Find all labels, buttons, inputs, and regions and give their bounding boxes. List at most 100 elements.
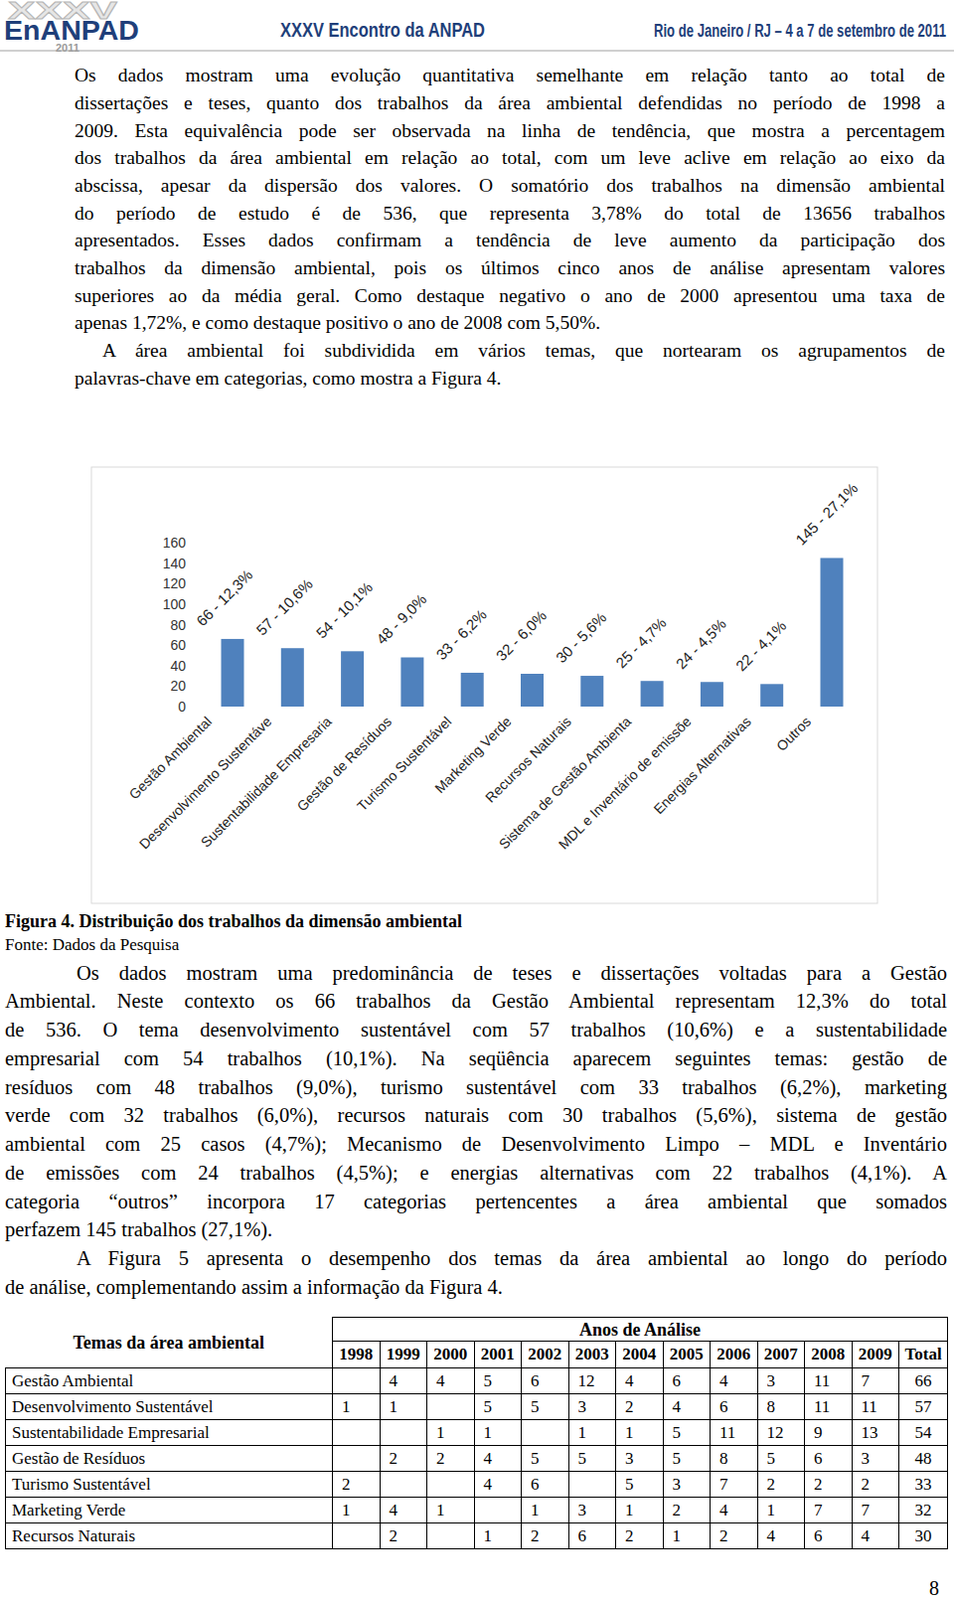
value-cell: 5 bbox=[757, 1445, 805, 1472]
value-cell: 3 bbox=[616, 1445, 664, 1472]
header-rule bbox=[0, 50, 954, 52]
value-cell: 4 bbox=[710, 1368, 759, 1395]
text-line: de análise, complementando assim a infor… bbox=[4, 1272, 948, 1302]
data-row: Turismo Sustentável24653722233 bbox=[5, 1471, 949, 1498]
text-line: apenas 1,72%, e como destaque positivo o… bbox=[74, 309, 946, 337]
value-cell: 8 bbox=[710, 1445, 759, 1472]
value-cell: 6 bbox=[804, 1523, 853, 1550]
data-row: Gestão de Resíduos2245535856348 bbox=[5, 1445, 949, 1472]
value-cell: 11 bbox=[804, 1394, 853, 1421]
figure-source: Fonte: Dados da Pesquisa bbox=[4, 934, 179, 956]
value-cell: 2 bbox=[851, 1471, 900, 1498]
value-cell: 1 bbox=[662, 1523, 711, 1550]
text-line: verde com 32 trabalhos (6,0%), recursos … bbox=[4, 1101, 948, 1130]
value-cell: 6 bbox=[662, 1368, 711, 1395]
value-cell: 3 bbox=[662, 1471, 711, 1498]
year-cell: 2008 bbox=[804, 1341, 853, 1369]
value-cell: 4 bbox=[710, 1497, 759, 1524]
value-cell: 2 bbox=[662, 1497, 711, 1524]
value-cell: 1 bbox=[521, 1497, 570, 1524]
value-cell: 11 bbox=[710, 1420, 759, 1446]
chart: 02040608010012014016066 - 12,3%57 - 10,6… bbox=[0, 457, 954, 915]
theme-cell: Recursos Naturais bbox=[5, 1523, 333, 1550]
year-cell: 1998 bbox=[332, 1341, 381, 1369]
value-cell: 3 bbox=[851, 1445, 900, 1472]
y-tick-label: 100 bbox=[162, 596, 187, 613]
event-title: XXXV Encontro da ANPAD bbox=[280, 17, 485, 41]
value-cell: 1 bbox=[379, 1394, 428, 1421]
text-line: Os dados mostram uma predominância de te… bbox=[76, 958, 948, 988]
data-label: 24 - 4,5% bbox=[672, 615, 730, 672]
value-cell: 2 bbox=[379, 1523, 428, 1550]
text-line: 2009. Esta equivalência pode ser observa… bbox=[74, 117, 946, 146]
category-label: Energias Alternativas bbox=[650, 713, 755, 817]
year-cell: 1999 bbox=[379, 1341, 428, 1369]
value-cell: 6 bbox=[521, 1368, 570, 1395]
value-cell bbox=[474, 1497, 522, 1524]
text-line: A Figura 5 apresenta o desempenho dos te… bbox=[76, 1244, 948, 1273]
data-label: 145 - 27,1% bbox=[792, 478, 861, 548]
value-cell: 1 bbox=[616, 1497, 664, 1524]
value-cell: 2 bbox=[804, 1471, 853, 1498]
year-cell: 2009 bbox=[851, 1341, 900, 1369]
data-label: 57 - 10,6% bbox=[252, 575, 316, 638]
y-tick-label: 20 bbox=[169, 677, 186, 694]
value-cell: 7 bbox=[710, 1471, 759, 1498]
data-label: 33 - 6,2% bbox=[432, 606, 489, 663]
logo-year: 2011 bbox=[55, 41, 80, 54]
value-cell: 13 bbox=[851, 1420, 900, 1446]
data-row: Recursos Naturais212621246430 bbox=[5, 1523, 949, 1550]
value-cell: 3 bbox=[568, 1497, 617, 1524]
value-cell bbox=[332, 1523, 381, 1550]
text-line: trabalhos da dimensão ambiental, pois os… bbox=[74, 254, 946, 283]
value-cell: 1 bbox=[332, 1497, 381, 1524]
value-cell bbox=[379, 1471, 428, 1498]
total-cell: 30 bbox=[899, 1523, 949, 1550]
text-line: apresentados. Esses dados confirmam a te… bbox=[74, 226, 946, 255]
value-cell: 4 bbox=[379, 1497, 428, 1524]
bar bbox=[461, 672, 484, 707]
text-line: ambiental com 25 casos (4,7%); Mecanismo… bbox=[4, 1129, 948, 1159]
value-cell bbox=[427, 1394, 476, 1421]
theme-cell: Marketing Verde bbox=[5, 1497, 333, 1524]
value-cell: 3 bbox=[568, 1394, 617, 1421]
text-line: de 536. O tema desenvolvimento sustentáv… bbox=[4, 1015, 948, 1045]
data-label: 48 - 9,0% bbox=[372, 590, 430, 647]
chart-frame bbox=[91, 467, 878, 904]
text-line: categoria “outros” incorpora 17 categori… bbox=[4, 1187, 948, 1217]
value-cell bbox=[332, 1368, 381, 1395]
value-cell bbox=[427, 1471, 476, 1498]
year-cell: 2004 bbox=[616, 1341, 664, 1369]
figure-caption: Figura 4. Distribuição dos trabalhos da … bbox=[4, 910, 463, 933]
value-cell bbox=[332, 1445, 381, 1472]
y-tick-label: 0 bbox=[177, 698, 186, 715]
data-label: 54 - 10,1% bbox=[313, 578, 376, 641]
year-cell: 2006 bbox=[710, 1341, 759, 1369]
value-cell: 2 bbox=[427, 1445, 476, 1472]
y-tick-label: 60 bbox=[169, 636, 186, 653]
bar bbox=[221, 638, 245, 707]
value-cell: 1 bbox=[568, 1420, 617, 1446]
data-label: 32 - 6,0% bbox=[492, 607, 550, 664]
year-cell: Total bbox=[899, 1341, 949, 1369]
text-line: resíduos com 48 trabalhos (9,0%), turism… bbox=[4, 1073, 948, 1103]
value-cell: 2 bbox=[757, 1471, 805, 1498]
y-tick-label: 160 bbox=[162, 534, 187, 551]
value-cell: 6 bbox=[804, 1445, 853, 1472]
value-cell: 8 bbox=[757, 1394, 805, 1421]
text-line: dos trabalhos da área ambiental em relaç… bbox=[74, 144, 946, 172]
data-label: 22 - 4,1% bbox=[732, 617, 790, 674]
year-cell: 2001 bbox=[474, 1341, 522, 1369]
year-cell: 2002 bbox=[521, 1341, 570, 1369]
value-cell: 5 bbox=[662, 1445, 711, 1472]
bars bbox=[221, 557, 844, 707]
value-cell: 4 bbox=[474, 1445, 522, 1472]
value-cell: 5 bbox=[474, 1368, 522, 1395]
value-cell: 5 bbox=[521, 1394, 570, 1421]
text-line: abscissa, apesar da dispersão dos valore… bbox=[74, 171, 946, 200]
value-cell bbox=[379, 1420, 428, 1446]
year-cell: 2007 bbox=[757, 1341, 805, 1369]
value-cell bbox=[521, 1420, 570, 1446]
theme-cell: Gestão Ambiental bbox=[5, 1368, 333, 1395]
value-cell: 2 bbox=[379, 1445, 428, 1472]
